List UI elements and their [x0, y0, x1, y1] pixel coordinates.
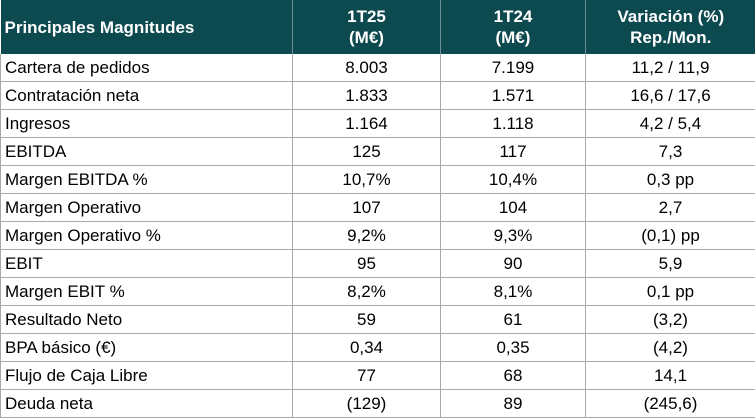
header-text: 1T24 [493, 7, 533, 26]
table-row: Ingresos 1.164 1.118 4,2 / 5,4 [0, 109, 755, 138]
cell-value: 117 [440, 137, 586, 166]
table-row: Contratación neta 1.833 1.571 16,6 / 17,6 [0, 81, 755, 110]
cell-value: 8,2% [292, 277, 441, 306]
cell-value: 9,2% [292, 221, 441, 250]
table-row: Deuda neta (129) 89 (245,6) [0, 389, 755, 418]
cell-value: 104 [440, 193, 586, 222]
row-label: EBIT [0, 249, 293, 278]
cell-value: 59 [292, 305, 441, 334]
cell-value: 14,1 [585, 361, 755, 390]
row-label: Margen Operativo [0, 193, 293, 222]
table-row: Cartera de pedidos 8.003 7.199 11,2 / 11,9 [0, 54, 755, 82]
cell-value: 1.833 [292, 81, 441, 110]
row-label: BPA básico (€) [0, 333, 293, 362]
row-label: EBITDA [0, 137, 293, 166]
table-row: Margen Operativo 107 104 2,7 [0, 193, 755, 222]
table-row: Margen EBIT % 8,2% 8,1% 0,1 pp [0, 277, 755, 306]
header-text: 1T25 [347, 7, 386, 26]
cell-value: 10,4% [440, 165, 586, 194]
cell-value: 1.164 [292, 109, 441, 138]
cell-value: 77 [292, 361, 441, 390]
cell-value: (245,6) [585, 389, 755, 418]
cell-value: 7.199 [440, 54, 586, 82]
header-cell: Variación (%) Rep./Mon. [585, 0, 755, 54]
cell-value: 9,3% [440, 221, 586, 250]
cell-value: 5,9 [585, 249, 755, 278]
table-row: BPA básico (€) 0,34 0,35 (4,2) [0, 333, 755, 362]
row-label: Contratación neta [0, 81, 293, 110]
cell-value: 1.118 [440, 109, 586, 138]
cell-value: (129) [292, 389, 441, 418]
cell-value: 125 [292, 137, 441, 166]
table-row: EBIT 95 90 5,9 [0, 249, 755, 278]
cell-value: 95 [292, 249, 441, 278]
table-row: Resultado Neto 59 61 (3,2) [0, 305, 755, 334]
cell-value: 10,7% [292, 165, 441, 194]
cell-value: (0,1) pp [585, 221, 755, 250]
cell-value: 4,2 / 5,4 [585, 109, 755, 138]
row-label: Flujo de Caja Libre [0, 361, 293, 390]
row-label: Margen EBIT % [0, 277, 293, 306]
row-label: Margen EBITDA % [0, 165, 293, 194]
cell-value: 16,6 / 17,6 [585, 81, 755, 110]
cell-value: 8,1% [440, 277, 586, 306]
row-label: Resultado Neto [0, 305, 293, 334]
header-text: Variación (%) [617, 7, 725, 26]
table-row: Margen Operativo % 9,2% 9,3% (0,1) pp [0, 221, 755, 250]
cell-value: 0,3 pp [585, 165, 755, 194]
table-row: Flujo de Caja Libre 77 68 14,1 [0, 361, 755, 390]
cell-value: 0,34 [292, 333, 441, 362]
cell-value: 107 [292, 193, 441, 222]
header-text: (M€) [495, 28, 531, 47]
cell-value: 0,35 [440, 333, 586, 362]
row-label: Margen Operativo % [0, 221, 293, 250]
header-row: Principales Magnitudes 1T25 (M€) 1T24 (M€) Va… [0, 0, 755, 54]
cell-value: 1.571 [440, 81, 586, 110]
cell-value: 7,3 [585, 137, 755, 166]
cell-value: 2,7 [585, 193, 755, 222]
header-cell: 1T25 (M€) [292, 0, 441, 54]
cell-value: 0,1 pp [585, 277, 755, 306]
cell-value: 89 [440, 389, 586, 418]
header-cell: 1T24 (M€) [440, 0, 586, 54]
cell-value: 11,2 / 11,9 [585, 54, 755, 82]
header-text: Principales Magnitudes [4, 17, 195, 37]
cell-value: 68 [440, 361, 586, 390]
header-text: (M€) [349, 28, 384, 47]
cell-value: (4,2) [585, 333, 755, 362]
row-label: Ingresos [0, 109, 293, 138]
cell-value: 8.003 [292, 54, 441, 82]
cell-value: (3,2) [585, 305, 755, 334]
row-label: Deuda neta [0, 389, 293, 418]
table-body: Cartera de pedidos 8.003 7.199 11,2 / 11,9 C… [0, 54, 755, 418]
cell-value: 90 [440, 249, 586, 278]
table-row: EBITDA 125 117 7,3 [0, 137, 755, 166]
header-text: Rep./Mon. [630, 28, 712, 47]
table-row: Margen EBITDA % 10,7% 10,4% 0,3 pp [0, 165, 755, 194]
row-label: Cartera de pedidos [0, 54, 293, 82]
cell-value: 61 [440, 305, 586, 334]
header-cell: Principales Magnitudes [0, 0, 293, 54]
